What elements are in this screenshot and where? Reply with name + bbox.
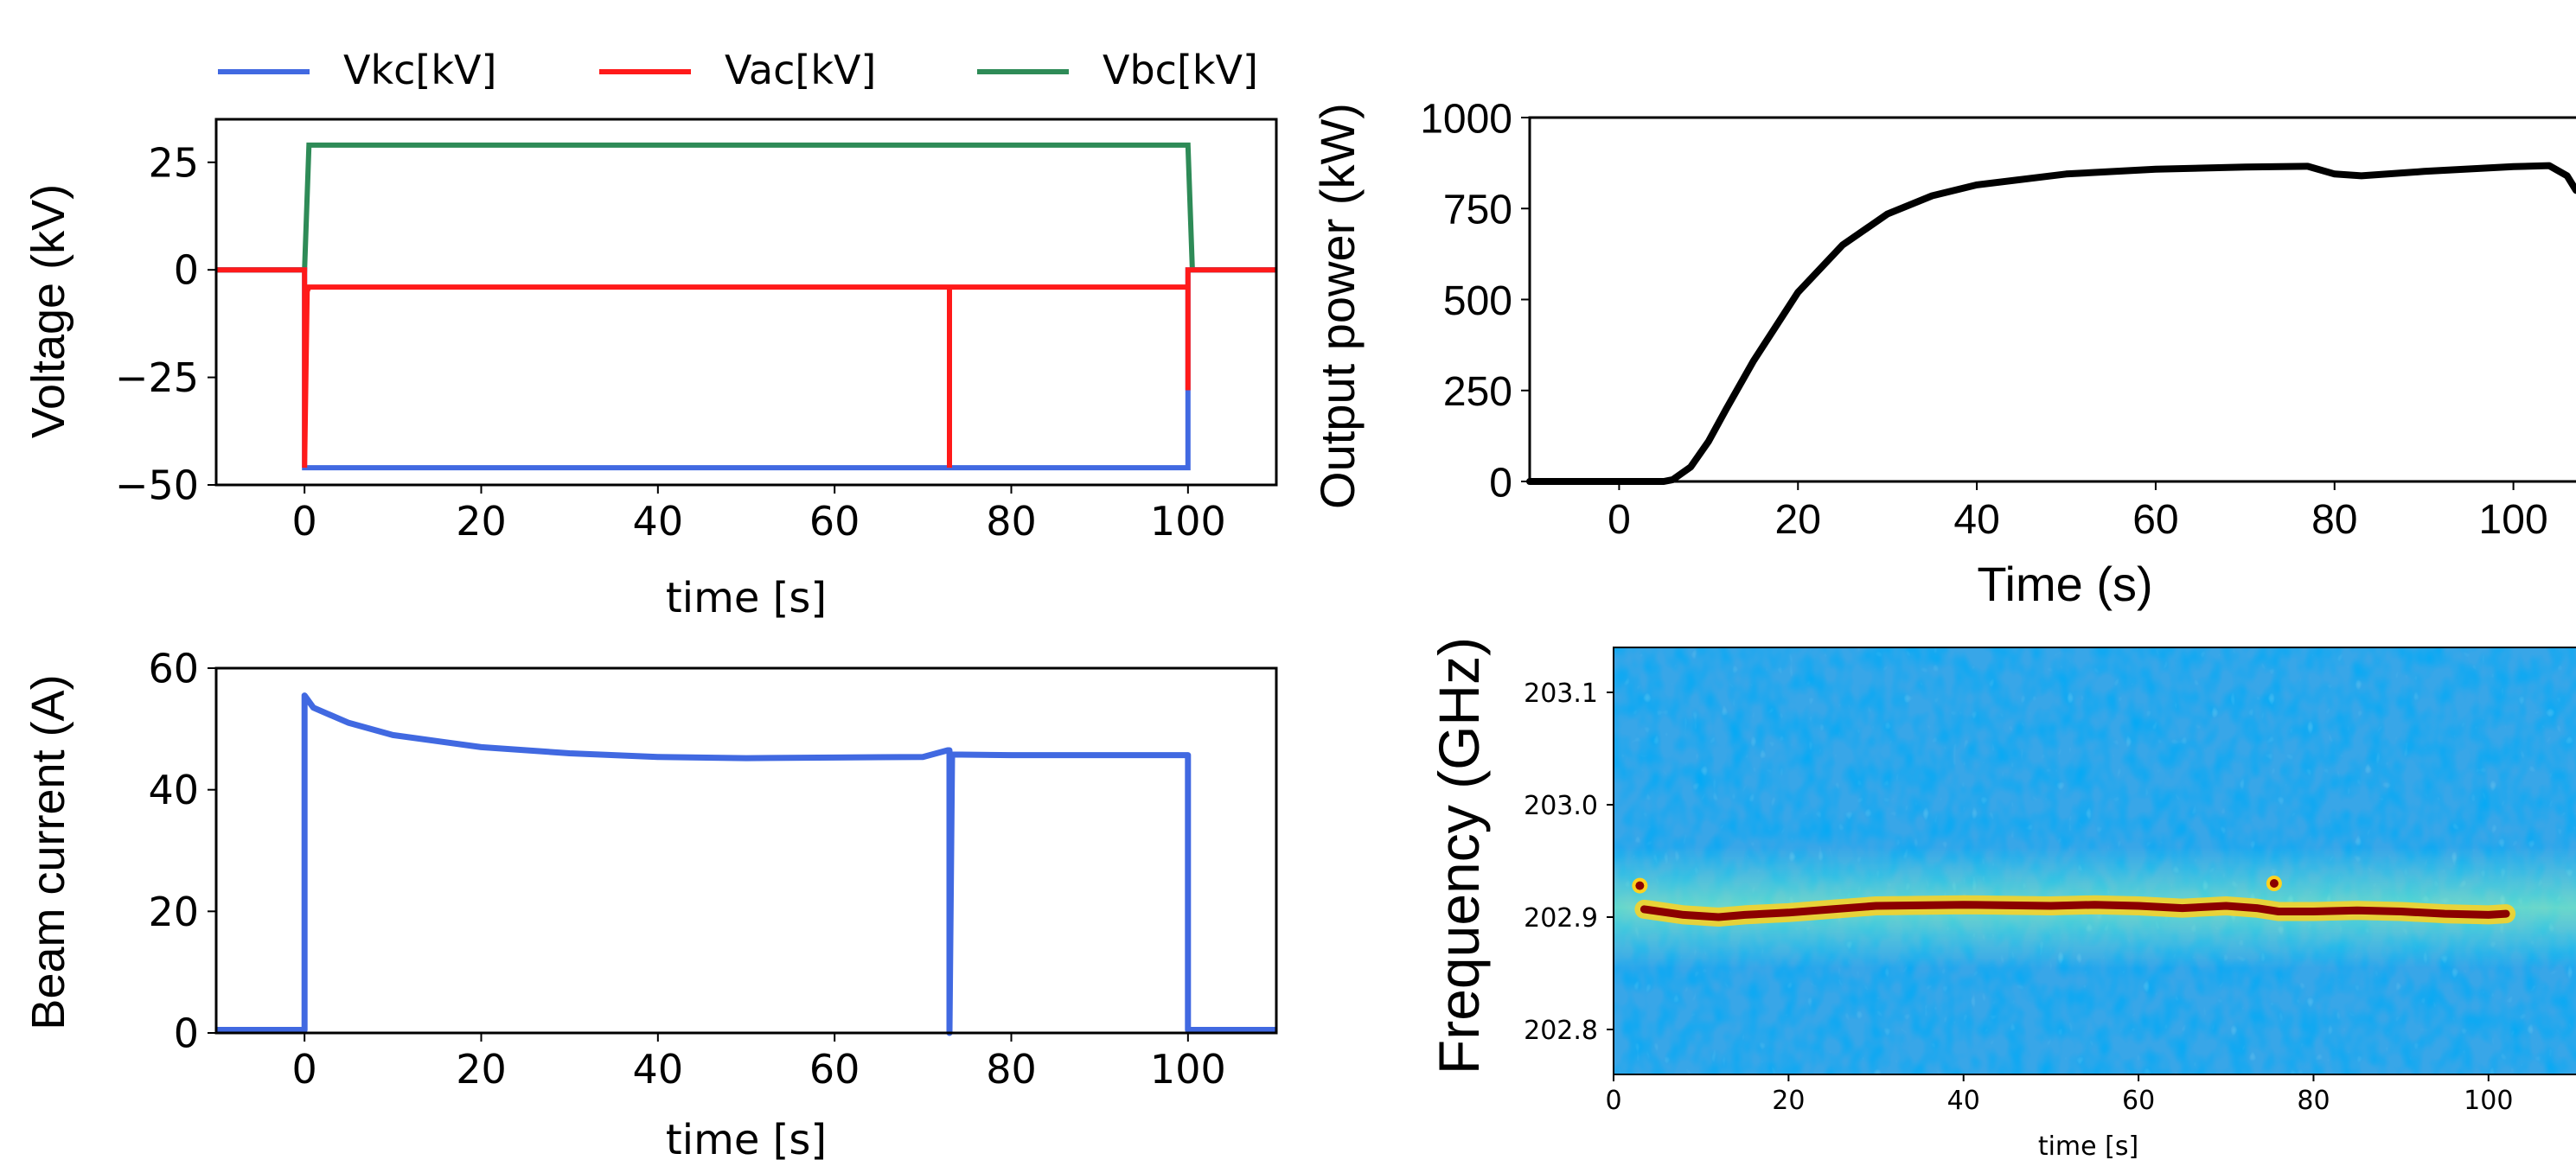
x-tick-label: 40: [633, 1046, 684, 1093]
series-vbc: [216, 142, 1276, 273]
spectrogram-x-label: time [s]: [2038, 1131, 2138, 1160]
voltage-panel: Vkc[kV] Vac[kV] Vbc[kV] 0 20 40 60 80 100 25 0…: [22, 47, 1278, 622]
x-tick-label: 60: [809, 498, 860, 545]
voltage-x-label: time [s]: [666, 574, 827, 622]
legend-label-vbc: Vbc[kV]: [1103, 47, 1258, 93]
series-vkc: [216, 267, 1276, 471]
x-tick-label: 60: [809, 1046, 860, 1093]
series-beam-current: [216, 692, 1276, 1036]
x-tick-label: 40: [1947, 1086, 1980, 1116]
x-tick-label: 20: [1772, 1086, 1805, 1116]
signal-dot: [1635, 881, 1645, 890]
x-tick-label: 0: [292, 498, 317, 545]
x-tick-label: 80: [986, 498, 1037, 545]
y-tick-label: 0: [174, 247, 199, 294]
x-tick-label: 80: [986, 1046, 1037, 1093]
x-tick-label: 80: [2311, 497, 2357, 543]
beam-y-ticks: 60 40 20 0: [148, 646, 216, 1057]
legend-label-vkc: Vkc[kV]: [343, 47, 496, 93]
y-tick-label: 750: [1443, 188, 1512, 233]
y-tick-label: 0: [1489, 460, 1512, 506]
series-output-power: [1526, 162, 2576, 485]
y-tick-label: −50: [115, 462, 199, 509]
power-x-label: Time (s): [1977, 557, 2152, 611]
power-y-label: Output power (kW): [1310, 103, 1365, 509]
x-tick-label: 100: [1150, 498, 1226, 545]
x-tick-label: 100: [1150, 1046, 1226, 1093]
output-power-series: [1526, 162, 2576, 485]
x-tick-label: 20: [1775, 497, 1821, 543]
legend-label-vac: Vac[kV]: [725, 47, 876, 93]
beam-plot-frame: [214, 666, 1278, 1035]
beam-y-label: Beam current (A): [22, 674, 74, 1029]
voltage-plot-frame: [214, 118, 1278, 487]
spectrogram-y-label: Frequency (GHz): [1427, 637, 1491, 1074]
voltage-y-ticks: 25 0 −25 −50: [115, 139, 216, 509]
x-tick-label: 100: [2464, 1086, 2513, 1116]
voltage-series: [216, 142, 1276, 471]
x-tick-label: 60: [2122, 1086, 2155, 1116]
x-tick-label: 60: [2132, 497, 2178, 543]
beam-x-label: time [s]: [666, 1116, 827, 1160]
y-tick-label: 202.8: [1524, 1016, 1598, 1046]
y-tick-label: −25: [115, 354, 199, 401]
spectrogram-panel: 0 20 40 60 80 100 203.1 203.0 202.9 202.8 time […: [1427, 637, 2576, 1160]
x-tick-label: 40: [1953, 497, 1999, 543]
x-tick-label: 0: [1608, 497, 1631, 543]
x-tick-label: 20: [456, 1046, 507, 1093]
x-tick-label: 40: [633, 498, 684, 545]
voltage-y-label: Voltage (kV): [22, 184, 74, 438]
output-power-panel: 0 20 40 60 80 100 1000 750 500 250 0 Time (s) Out…: [1310, 96, 2576, 611]
power-x-ticks: 0 20 40 60 80 100: [1608, 481, 2548, 543]
y-tick-label: 500: [1443, 278, 1512, 324]
beam-current-panel: 0 20 40 60 80 100 60 40 20 0 time [s] Beam curre…: [22, 646, 1278, 1160]
y-tick-label: 20: [148, 889, 199, 935]
x-tick-label: 80: [2297, 1086, 2330, 1116]
x-tick-label: 0: [1605, 1086, 1621, 1116]
signal-dot: [2269, 879, 2279, 888]
spectrogram-signal: [1632, 876, 2516, 927]
y-tick-label: 60: [148, 646, 199, 692]
beam-current-series: [216, 692, 1276, 1036]
y-tick-label: 1000: [1420, 96, 1512, 142]
y-tick-label: 203.0: [1524, 791, 1598, 821]
x-tick-label: 20: [456, 498, 507, 545]
signal-line: [1640, 901, 2510, 921]
voltage-x-ticks: 0 20 40 60 80 100: [292, 485, 1226, 545]
power-y-ticks: 1000 750 500 250 0: [1420, 96, 1530, 506]
spectrogram-y-ticks: 203.1 203.0 202.9 202.8: [1524, 679, 1614, 1046]
y-tick-label: 40: [148, 767, 199, 813]
voltage-legend: Vkc[kV] Vac[kV] Vbc[kV]: [218, 47, 1258, 93]
y-tick-label: 0: [174, 1010, 199, 1057]
spectrogram-frame: [1613, 647, 2576, 1075]
y-tick-label: 25: [148, 139, 199, 186]
y-tick-label: 203.1: [1524, 679, 1598, 709]
spectrogram-x-ticks: 0 20 40 60 80 100: [1605, 1074, 2513, 1116]
series-vac: [216, 267, 1276, 468]
beam-x-ticks: 0 20 40 60 80 100: [292, 1033, 1226, 1093]
spectrogram-image: [1614, 647, 2576, 1074]
x-tick-label: 100: [2479, 497, 2548, 543]
y-tick-label: 250: [1443, 369, 1512, 415]
y-tick-label: 202.9: [1524, 903, 1598, 934]
x-tick-label: 0: [292, 1046, 317, 1093]
